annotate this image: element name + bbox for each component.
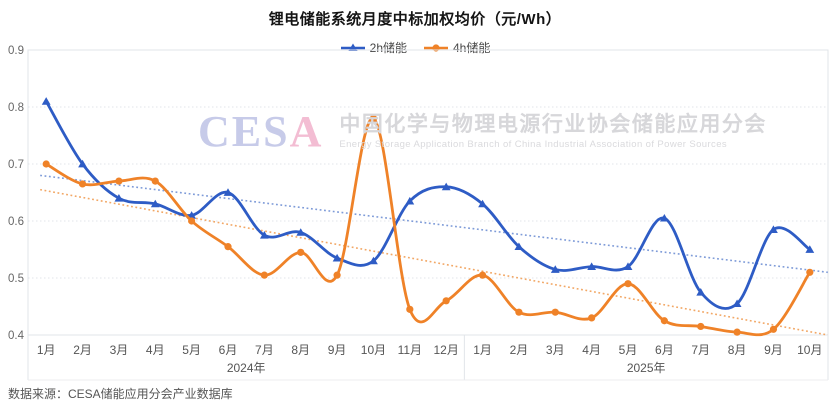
legend-label: 4h储能 (453, 41, 491, 55)
data-point-2h储能 (296, 228, 306, 236)
data-point-2h储能 (223, 188, 233, 196)
y-axis-label: 0.9 (8, 45, 24, 57)
data-point-4h储能 (115, 177, 123, 185)
x-axis-month-label: 10月 (797, 343, 822, 357)
data-point-2h储能 (187, 211, 197, 219)
data-point-2h储能 (150, 199, 160, 208)
x-axis-month-label: 7月 (691, 343, 710, 357)
series-line-2h储能 (44, 99, 812, 310)
data-point-2h储能 (805, 245, 815, 253)
data-point-2h储能 (623, 262, 633, 270)
x-axis-month-label: 1月 (473, 343, 492, 357)
x-axis-month-label: 9月 (328, 343, 347, 357)
plot-border (27, 49, 829, 336)
data-point-4h储能 (806, 268, 814, 276)
x-axis-month-label: 3月 (546, 343, 565, 357)
x-axis-month-label: 4月 (582, 343, 601, 357)
data-point-2h储能 (587, 262, 597, 270)
data-point-4h储能 (697, 322, 705, 331)
trendline-4h储能 (40, 188, 828, 336)
data-point-4h储能 (369, 114, 378, 122)
data-point-4h储能 (224, 243, 232, 251)
data-point-4h储能 (660, 317, 668, 325)
data-point-4h储能 (188, 217, 196, 225)
data-point-4h储能 (769, 325, 778, 333)
x-axis-month-label: 8月 (728, 343, 747, 357)
data-point-2h储能 (659, 213, 669, 222)
data-point-4h储能 (260, 271, 268, 279)
legend-item-4h储能[interactable]: 4h储能 (423, 39, 490, 56)
data-point-2h储能 (550, 265, 560, 273)
legend-marker-icon (340, 43, 365, 51)
data-point-2h储能 (732, 299, 742, 308)
data-point-2h储能 (769, 225, 778, 233)
trendline-2h储能 (40, 174, 828, 274)
data-point-2h储能 (114, 194, 124, 202)
data-point-4h储能 (442, 297, 450, 305)
x-axis-month-label: 2月 (510, 343, 529, 357)
data-point-4h储能 (78, 180, 87, 188)
x-axis-month-label: 12月 (434, 343, 459, 357)
x-axis-month-label: 5月 (619, 343, 638, 357)
data-point-4h储能 (733, 328, 741, 336)
legend-marker-icon (424, 43, 448, 52)
data-point-4h储能 (297, 248, 305, 256)
data-point-4h储能 (151, 177, 159, 185)
data-point-4h储能 (515, 308, 523, 316)
chart-title: 锂电储能系统月度中标加权均价（元/Wh） (268, 11, 562, 28)
data-point-4h储能 (406, 305, 414, 313)
series-line-4h储能 (44, 116, 812, 337)
data-point-4h储能 (588, 314, 596, 322)
data-point-2h储能 (441, 182, 451, 191)
x-axis-month-label: 6月 (655, 343, 674, 357)
data-point-4h储能 (624, 280, 632, 288)
x-axis-year-label: 2024年 (227, 361, 266, 375)
data-point-4h储能 (551, 308, 559, 316)
x-axis-month-label: 1月 (37, 343, 56, 357)
data-point-2h储能 (78, 159, 87, 168)
y-axis-label: 0.5 (8, 273, 24, 285)
data-point-2h储能 (478, 199, 487, 208)
data-point-4h储能 (333, 271, 341, 279)
x-axis-year-label: 2025年 (627, 361, 666, 375)
data-point-4h储能 (42, 160, 50, 168)
x-axis-month-label: 4月 (146, 343, 165, 357)
data-point-2h储能 (332, 253, 342, 262)
x-axis-month-label: 9月 (764, 343, 783, 357)
data-point-2h储能 (259, 231, 269, 239)
x-axis-month-label: 2月 (73, 343, 92, 357)
legend-item-2h储能[interactable]: 2h储能 (340, 39, 407, 56)
y-axis-label: 0.6 (8, 216, 24, 228)
data-point-2h储能 (696, 288, 706, 296)
y-axis-label: 0.8 (8, 102, 24, 114)
legend-label: 2h储能 (369, 41, 407, 55)
y-axis-label: 0.7 (8, 159, 24, 171)
data-source-note: 数据来源：CESA储能应用分会产业数据库 (8, 387, 233, 401)
x-axis-month-label: 5月 (182, 343, 201, 357)
x-axis-month-label: 10月 (361, 343, 386, 357)
legend: 2h储能 4h储能 (0, 39, 830, 56)
x-axis-month-label: 7月 (255, 343, 274, 357)
data-point-2h储能 (41, 97, 51, 105)
data-point-2h储能 (514, 242, 524, 251)
x-axis-month-label: 6月 (219, 343, 238, 357)
x-axis-month-label: 8月 (291, 343, 310, 357)
x-axis-month-label: 3月 (110, 343, 129, 357)
x-axis-month-label: 11月 (398, 343, 422, 357)
data-point-2h储能 (405, 196, 415, 205)
data-point-2h储能 (369, 256, 378, 265)
y-axis-label: 0.4 (8, 330, 25, 342)
data-point-4h储能 (478, 271, 487, 279)
